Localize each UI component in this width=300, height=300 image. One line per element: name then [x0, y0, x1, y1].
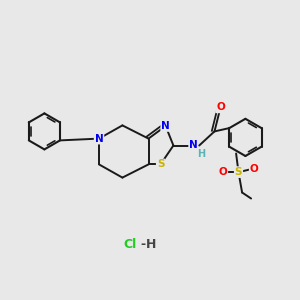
- Text: -: -: [140, 238, 145, 251]
- Text: H: H: [146, 238, 157, 251]
- Text: N: N: [94, 134, 103, 144]
- Text: H: H: [197, 149, 205, 159]
- Text: Cl: Cl: [124, 238, 137, 251]
- Text: S: S: [157, 159, 164, 170]
- Text: O: O: [218, 167, 227, 177]
- Text: S: S: [235, 167, 242, 177]
- Text: N: N: [189, 140, 198, 151]
- Text: O: O: [216, 102, 225, 112]
- Text: N: N: [161, 121, 170, 131]
- Text: O: O: [250, 164, 259, 173]
